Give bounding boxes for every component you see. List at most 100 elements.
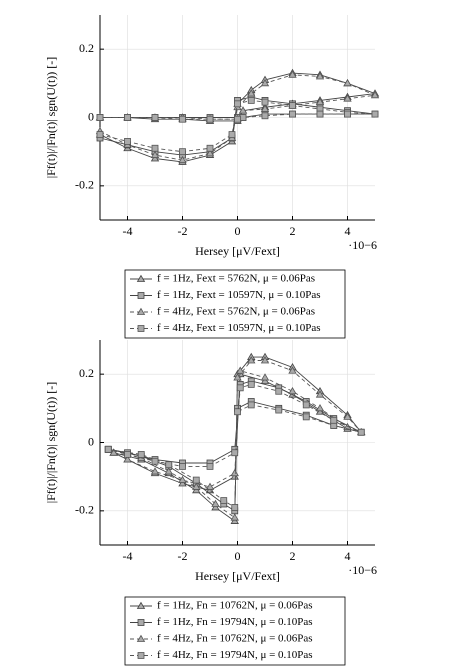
marker — [288, 386, 297, 395]
series-line — [113, 360, 362, 519]
marker — [315, 72, 325, 80]
y-tick-label: -0.2 — [75, 178, 94, 192]
x-tick-label: 0 — [235, 549, 241, 563]
marker — [151, 114, 159, 121]
marker — [230, 513, 239, 521]
marker — [150, 467, 160, 475]
legend — [124, 596, 346, 666]
marker — [206, 115, 214, 123]
x-tick-label: 0 — [235, 224, 241, 238]
legend-label: f = 1Hz, Fext = 5762N, μ = 0.06Pas — [157, 273, 315, 285]
marker — [230, 468, 239, 477]
marker — [260, 376, 270, 384]
marker — [371, 110, 379, 118]
legend-items: f = 1Hz, Fn = 10762N, μ = 0.06Pas f = 1Hz… — [130, 600, 313, 661]
marker — [260, 79, 270, 87]
marker — [150, 154, 160, 162]
marker — [315, 97, 325, 106]
y-tick-label: 0 — [88, 109, 94, 123]
marker — [315, 390, 325, 398]
marker — [178, 479, 187, 487]
marker — [230, 516, 239, 524]
marker — [178, 475, 187, 483]
marker — [96, 114, 104, 121]
marker — [247, 401, 255, 409]
marker — [206, 144, 214, 152]
marker — [211, 503, 220, 511]
marker — [151, 144, 159, 152]
legend-label: f = 4Hz, Fn = 19794N, μ = 0.10Pas — [157, 649, 313, 661]
series — [104, 381, 365, 511]
series-line — [99, 99, 376, 153]
marker — [205, 149, 215, 157]
marker — [137, 451, 145, 458]
marker — [247, 356, 256, 364]
marker — [260, 104, 270, 112]
marker — [289, 102, 296, 109]
marker — [238, 106, 248, 114]
x-tick-label: -4 — [123, 549, 133, 563]
marker — [228, 131, 236, 138]
marker — [136, 274, 146, 282]
y-tick-label: 0.2 — [79, 366, 94, 380]
marker — [247, 89, 256, 97]
x-tick-label: -2 — [178, 549, 188, 563]
marker — [179, 115, 186, 123]
marker — [151, 457, 159, 465]
marker — [96, 131, 104, 138]
marker — [316, 110, 324, 118]
series-line — [108, 380, 362, 512]
marker — [124, 138, 131, 145]
marker — [192, 486, 201, 494]
legend-label: f = 4Hz, Fext = 5762N, μ = 0.06Pas — [157, 306, 315, 318]
marker — [288, 366, 297, 374]
marker — [302, 401, 310, 409]
marker — [260, 373, 270, 381]
marker — [206, 463, 214, 470]
x-tick-label: 4 — [345, 549, 351, 563]
marker — [164, 467, 173, 475]
marker — [178, 155, 187, 164]
marker — [205, 482, 215, 490]
marker — [234, 100, 241, 108]
marker — [344, 110, 351, 118]
marker — [136, 307, 146, 315]
marker — [261, 98, 269, 106]
legend-label: f = 1Hz, Fn = 19794N, μ = 0.10Pas — [157, 616, 313, 628]
series-line — [113, 356, 363, 522]
marker — [315, 404, 325, 412]
x-tick-label: 4 — [345, 224, 351, 238]
x-tick-label: -4 — [123, 224, 133, 238]
marker — [137, 619, 145, 626]
marker — [192, 476, 200, 484]
marker — [260, 356, 270, 364]
x-multiplier: ·10−6 — [348, 563, 377, 577]
marker — [233, 373, 242, 381]
marker — [234, 408, 241, 416]
marker — [136, 601, 146, 609]
marker — [288, 70, 297, 78]
marker — [136, 634, 146, 642]
x-tick-label: -2 — [178, 224, 188, 238]
series-line — [99, 72, 376, 163]
y-axis-label: |Ff(t)|/|Fn(t)| sgn(U(t)) [-] — [44, 57, 58, 179]
legend-label: f = 1Hz, Fn = 10762N, μ = 0.06Pas — [157, 600, 313, 612]
legend-items: f = 1Hz, Fext = 5762N, μ = 0.06Pas f = 1H… — [130, 273, 321, 334]
marker — [124, 451, 131, 458]
marker — [179, 463, 186, 470]
marker — [343, 79, 352, 87]
marker — [343, 412, 352, 420]
marker — [137, 292, 145, 299]
x-tick-label: 2 — [290, 224, 296, 238]
marker — [104, 445, 112, 453]
marker — [150, 150, 160, 158]
marker — [124, 114, 131, 121]
marker — [192, 482, 201, 490]
marker — [234, 115, 241, 123]
series-line — [99, 96, 376, 156]
legend-label: f = 1Hz, Fext = 10597N, μ = 0.10Pas — [157, 289, 321, 301]
marker — [343, 94, 352, 102]
marker — [275, 406, 283, 414]
marker — [302, 413, 310, 421]
